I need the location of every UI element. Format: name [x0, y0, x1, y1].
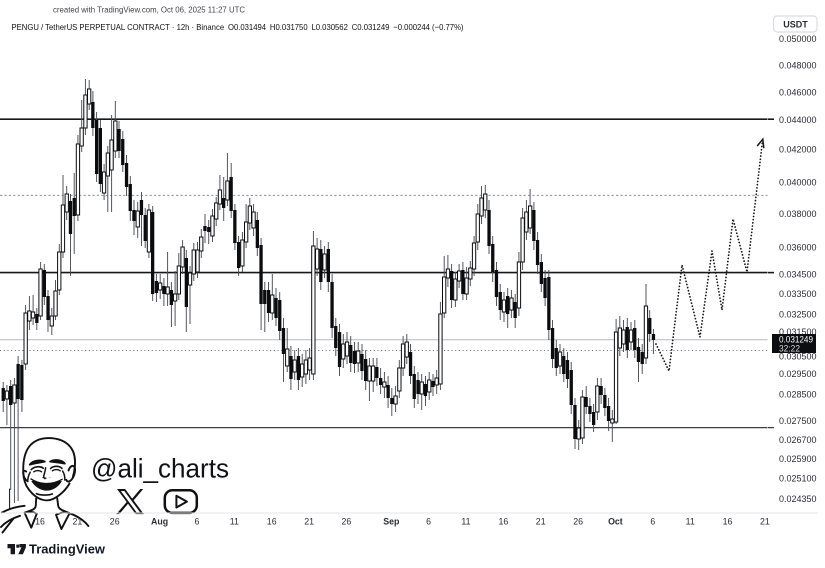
svg-text:26: 26	[573, 517, 583, 527]
svg-text:6: 6	[195, 517, 200, 527]
svg-text:0.048000: 0.048000	[779, 60, 817, 70]
svg-text:11: 11	[461, 517, 470, 527]
svg-text:0.034500: 0.034500	[779, 270, 817, 280]
svg-text:0.038000: 0.038000	[779, 209, 817, 219]
svg-text:0.050000: 0.050000	[779, 34, 817, 44]
svg-text:0.025900: 0.025900	[779, 454, 817, 464]
svg-text:Oct: Oct	[608, 517, 623, 527]
svg-text:created with TradingView.com,: created with TradingView.com, Oct 06, 20…	[53, 5, 245, 15]
svg-text:0.042000: 0.042000	[779, 144, 817, 154]
svg-text:0.044000: 0.044000	[779, 115, 817, 125]
svg-text:0.027500: 0.027500	[779, 416, 817, 426]
svg-text:Aug: Aug	[151, 517, 168, 527]
svg-text:16: 16	[267, 517, 277, 527]
svg-text:21: 21	[536, 517, 546, 527]
svg-text:USDT: USDT	[783, 19, 808, 29]
svg-text:@ali_charts: @ali_charts	[91, 454, 229, 484]
svg-text:TradingView: TradingView	[29, 541, 106, 556]
svg-text:11: 11	[686, 517, 695, 527]
svg-text:Sep: Sep	[383, 517, 400, 527]
svg-text:0.026700: 0.026700	[779, 435, 817, 445]
svg-text:6: 6	[650, 517, 655, 527]
svg-text:21: 21	[73, 517, 83, 527]
svg-text:11: 11	[230, 517, 239, 527]
svg-text:0.033500: 0.033500	[779, 289, 817, 299]
svg-text:21: 21	[760, 517, 770, 527]
svg-text:0.031500: 0.031500	[779, 327, 817, 337]
svg-text:PENGU / TetherUS PERPETUAL CON: PENGU / TetherUS PERPETUAL CONTRACT · 12…	[12, 22, 464, 32]
svg-text:16: 16	[35, 517, 45, 527]
svg-text:26: 26	[110, 517, 120, 527]
svg-text:0.028500: 0.028500	[779, 390, 817, 400]
svg-text:0.024350: 0.024350	[779, 494, 817, 504]
svg-text:0.029500: 0.029500	[779, 369, 817, 379]
svg-text:16: 16	[723, 517, 733, 527]
svg-text:0.036000: 0.036000	[779, 243, 817, 253]
svg-text:0.031249: 0.031249	[779, 335, 813, 345]
svg-text:0.040000: 0.040000	[779, 177, 817, 187]
svg-text:0.032500: 0.032500	[779, 309, 817, 319]
svg-text:0.046000: 0.046000	[779, 87, 817, 97]
svg-text:16: 16	[499, 517, 509, 527]
svg-text:26: 26	[342, 517, 352, 527]
svg-text:6: 6	[426, 517, 431, 527]
svg-text:0.025100: 0.025100	[779, 474, 817, 484]
svg-text:0.030500: 0.030500	[779, 351, 817, 361]
svg-text:21: 21	[304, 517, 314, 527]
svg-text:32:22: 32:22	[779, 344, 800, 354]
